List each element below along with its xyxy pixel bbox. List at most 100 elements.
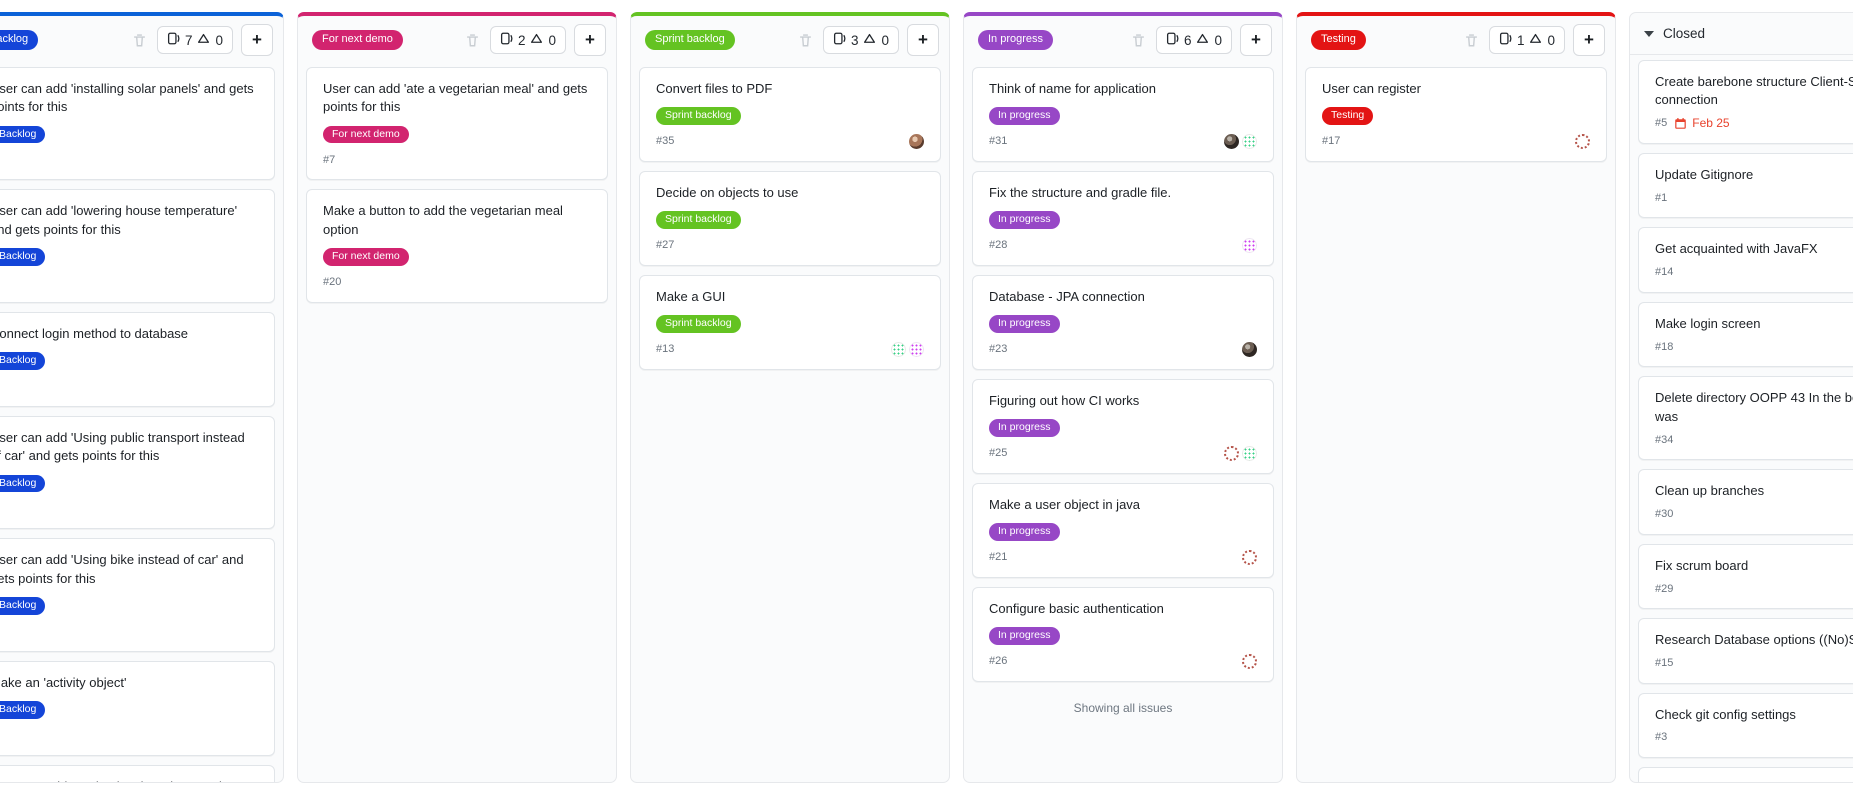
avatar	[1242, 237, 1257, 253]
card-title: Make an 'activity object'	[0, 674, 127, 690]
archived-count: 0	[215, 32, 223, 48]
column-header: In progress 6 0 +	[964, 16, 1282, 62]
card[interactable]: Figuring out how CI works In progress #2…	[972, 378, 1274, 474]
issue-number: #23	[989, 343, 1008, 356]
card[interactable]: User can add 'installing solar panels' a…	[0, 67, 275, 181]
card-title: Update Gitignore	[1655, 166, 1754, 182]
issue-number: #31	[989, 135, 1008, 148]
trash-icon[interactable]	[1462, 31, 1481, 50]
card[interactable]: Convert files to PDF Sprint backlog #35	[639, 67, 941, 162]
card[interactable]: Database - JPA connection In progress #2…	[972, 274, 1274, 370]
issue-number: #25	[989, 447, 1008, 460]
issue-number: #5	[1655, 117, 1668, 130]
column-header: Backlog 7 0 +	[0, 16, 283, 62]
card[interactable]: User can add 'ate a vegetarian meal' and…	[306, 67, 608, 181]
issue-number: #21	[989, 551, 1008, 564]
column-header: Closed	[1630, 13, 1853, 55]
card-icon	[167, 32, 180, 48]
card[interactable]: Connect login method to database Backlog	[0, 311, 275, 407]
card[interactable]: Delete directory OOPP 43 In the beginnin…	[1638, 376, 1853, 461]
card-title: Make login screen	[1655, 315, 1761, 331]
add-card-button[interactable]: +	[907, 24, 939, 56]
card-title: Create barebone structure Client-Server …	[1655, 74, 1853, 108]
column-header: Sprint backlog 3 0 +	[631, 16, 949, 62]
issue-number: #17	[1322, 135, 1341, 148]
card[interactable]: Research Database options ((No)SQL?) #15	[1638, 618, 1853, 684]
column-label-pill: In progress	[978, 30, 1054, 50]
card-title: Make a button to add the vegetarian meal…	[323, 203, 563, 237]
card[interactable]: Update Gitignore #1	[1638, 152, 1853, 219]
add-card-button[interactable]: +	[1573, 24, 1605, 56]
card-title: Decide on objects to use	[656, 184, 799, 200]
card-icon	[1499, 32, 1512, 48]
chevron-down-icon[interactable]	[1644, 30, 1654, 37]
column-testing: Testing 1 0 + User can register Testing …	[1296, 12, 1616, 783]
card[interactable]: Make login screen #18	[1638, 301, 1853, 368]
column-sprint-backlog: Sprint backlog 3 0 + Convert files to PD…	[630, 12, 950, 783]
card[interactable]: User can add 'Using bike instead of car'…	[0, 538, 275, 652]
card[interactable]: User can register Testing #17	[1305, 67, 1607, 162]
trash-icon[interactable]	[796, 31, 815, 50]
archived-count: 0	[881, 32, 889, 48]
card-title: Research Database options ((No)SQL?)	[1655, 632, 1853, 648]
card[interactable]: Fix scrum board #29	[1638, 543, 1853, 610]
card-title: Upload a project to git to work from	[1655, 780, 1853, 782]
milestone-icon	[1529, 32, 1542, 48]
card-title: Fix the structure and gradle file.	[989, 184, 1172, 200]
card[interactable]: Think of name for application In progres…	[972, 67, 1274, 162]
issue-number: #28	[989, 239, 1008, 252]
card[interactable]: Check git config settings #3	[1638, 692, 1853, 758]
card[interactable]: Decide on objects to use Sprint backlog …	[639, 170, 941, 266]
label-pill: In progress	[989, 523, 1060, 541]
trash-icon[interactable]	[463, 31, 482, 50]
cards-count: 3	[850, 32, 859, 48]
card[interactable]: Fix the structure and gradle file. In pr…	[972, 170, 1274, 266]
avatar	[1242, 549, 1257, 565]
issue-number: #14	[1655, 266, 1674, 279]
card[interactable]: Make a button to add the vegetarian meal…	[306, 189, 608, 303]
card[interactable]: Make a GUI Sprint backlog #13	[639, 274, 941, 370]
issue-number: #15	[1655, 657, 1674, 670]
card[interactable]: User can add 'Using public transport ins…	[0, 415, 275, 530]
issue-number: #30	[1655, 508, 1674, 521]
label-pill: Backlog	[0, 701, 46, 719]
label-pill: For next demo	[323, 125, 409, 144]
column-counters: 3 0	[822, 26, 899, 54]
column-counters: 6 0	[1155, 26, 1232, 54]
card[interactable]: Make an 'activity object' Backlog	[0, 660, 275, 756]
card[interactable]: Make a user object in java In progress #…	[972, 482, 1274, 578]
card[interactable]: Clean up branches #30	[1638, 469, 1853, 535]
issue-number: #13	[656, 343, 675, 356]
avatar	[891, 341, 906, 357]
trash-icon[interactable]	[130, 31, 149, 50]
add-card-button[interactable]: +	[574, 24, 606, 56]
card[interactable]: User can add 'Buying local produce' and …	[0, 764, 275, 782]
card[interactable]: User can add 'lowering house temperature…	[0, 189, 275, 303]
column-header: Testing 1 0 +	[1297, 16, 1615, 62]
card-list: User can register Testing #17	[1297, 62, 1615, 170]
avatar	[1224, 445, 1239, 461]
card-title: User can add 'installing solar panels' a…	[0, 81, 254, 115]
milestone-icon	[197, 32, 210, 48]
card[interactable]: Create barebone structure Client-Server …	[1638, 60, 1853, 144]
issue-number: #3	[1655, 731, 1668, 744]
card-title: User can add 'lowering house temperature…	[0, 203, 238, 237]
card-title: User can add 'Using public transport ins…	[0, 429, 245, 464]
trash-icon[interactable]	[1129, 31, 1148, 50]
avatar	[1575, 133, 1590, 149]
column-header: For next demo 2 0 +	[298, 16, 616, 62]
card[interactable]: Configure basic authentication In progre…	[972, 586, 1274, 682]
issue-number: #35	[656, 135, 675, 148]
archived-count: 0	[1547, 32, 1555, 48]
column-counters: 1 0	[1488, 26, 1565, 54]
card[interactable]: Get acquainted with JavaFX #14	[1638, 227, 1853, 293]
card-title: Make a user object in java	[989, 496, 1141, 512]
card-title: Clean up branches	[1655, 483, 1765, 499]
column-counters: 2 0	[489, 26, 566, 54]
add-card-button[interactable]: +	[1240, 24, 1272, 56]
card[interactable]: Upload a project to git to work from #4 …	[1638, 766, 1853, 782]
add-card-button[interactable]: +	[241, 24, 273, 56]
label-pill: Testing	[1322, 107, 1374, 125]
label-pill: Sprint backlog	[656, 211, 741, 229]
